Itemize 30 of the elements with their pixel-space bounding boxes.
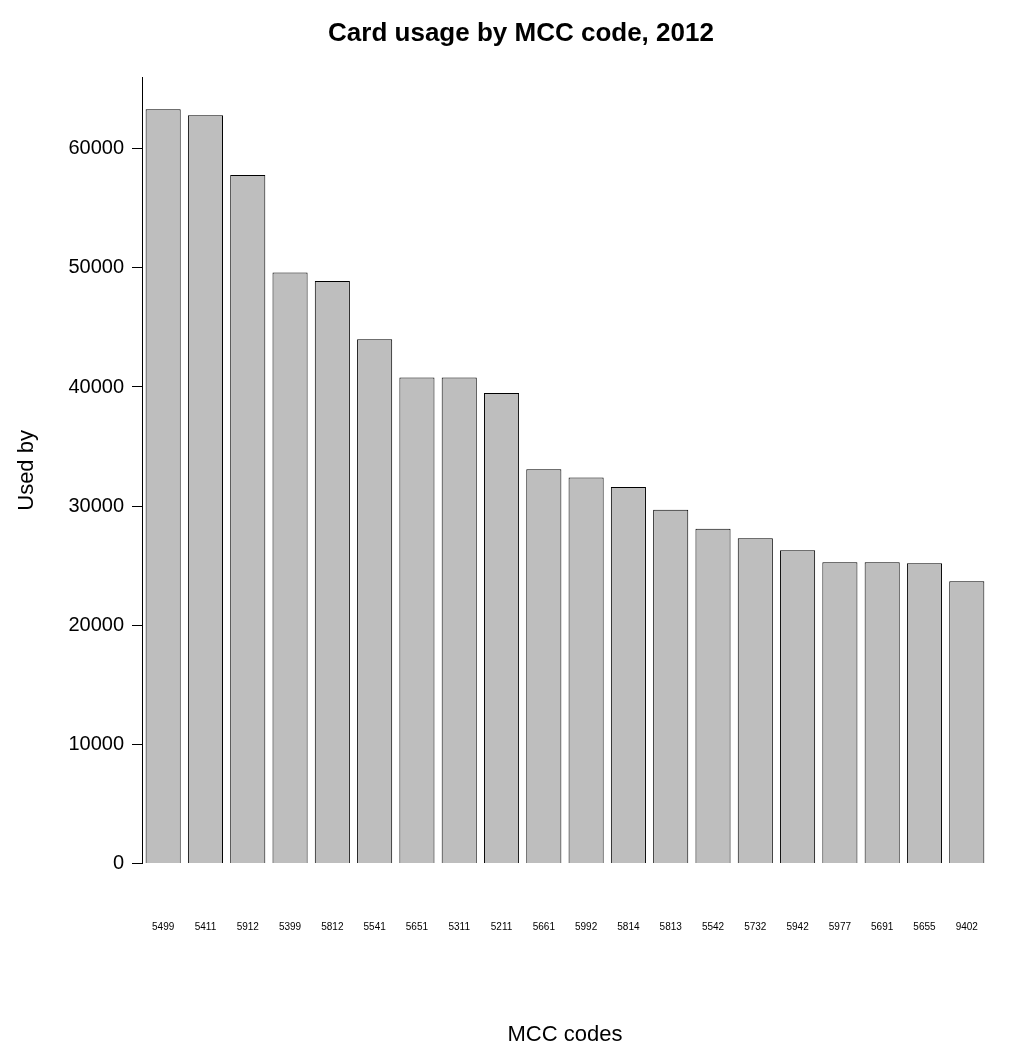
x-tick-label: 5992 <box>574 921 598 933</box>
y-tick-label: 0 <box>112 851 125 874</box>
x-tick-label: 5499 <box>152 921 175 933</box>
x-tick-label: 5411 <box>194 921 217 933</box>
x-tick-label: 5542 <box>701 921 725 933</box>
y-tick-label: 30000 <box>68 493 125 516</box>
chart-title: Card usage by MCC code, 2012 <box>328 16 714 47</box>
x-tick-label: 5813 <box>659 921 683 933</box>
x-tick-label: 5211 <box>490 921 513 933</box>
x-tick-label: 5812 <box>321 921 344 933</box>
x-tick-label: 5651 <box>405 921 429 933</box>
x-tick-label: 5311 <box>448 921 471 933</box>
x-tick-label: 5977 <box>828 921 852 933</box>
y-axis-title: Used by <box>13 430 39 511</box>
y-tick-label: 60000 <box>68 136 125 159</box>
x-tick-label: 5691 <box>871 921 894 933</box>
y-tick-label: 40000 <box>68 374 125 397</box>
x-tick-label: 5655 <box>913 921 937 933</box>
x-tick-label: 5942 <box>786 921 810 933</box>
x-tick-label: 5661 <box>532 921 556 933</box>
x-tick-label: 5732 <box>744 921 767 933</box>
x-tick-label: 9402 <box>955 921 979 933</box>
x-tick-label: 5399 <box>278 921 302 933</box>
x-tick-label: 5541 <box>363 921 387 933</box>
y-tick-label: 50000 <box>68 255 125 278</box>
x-tick-label: 5912 <box>236 921 260 933</box>
x-tick-label: 5814 <box>617 921 640 933</box>
x-axis-title: MCC codes <box>507 1020 623 1046</box>
y-tick-label: 10000 <box>68 731 125 754</box>
y-tick-label: 20000 <box>68 612 125 635</box>
